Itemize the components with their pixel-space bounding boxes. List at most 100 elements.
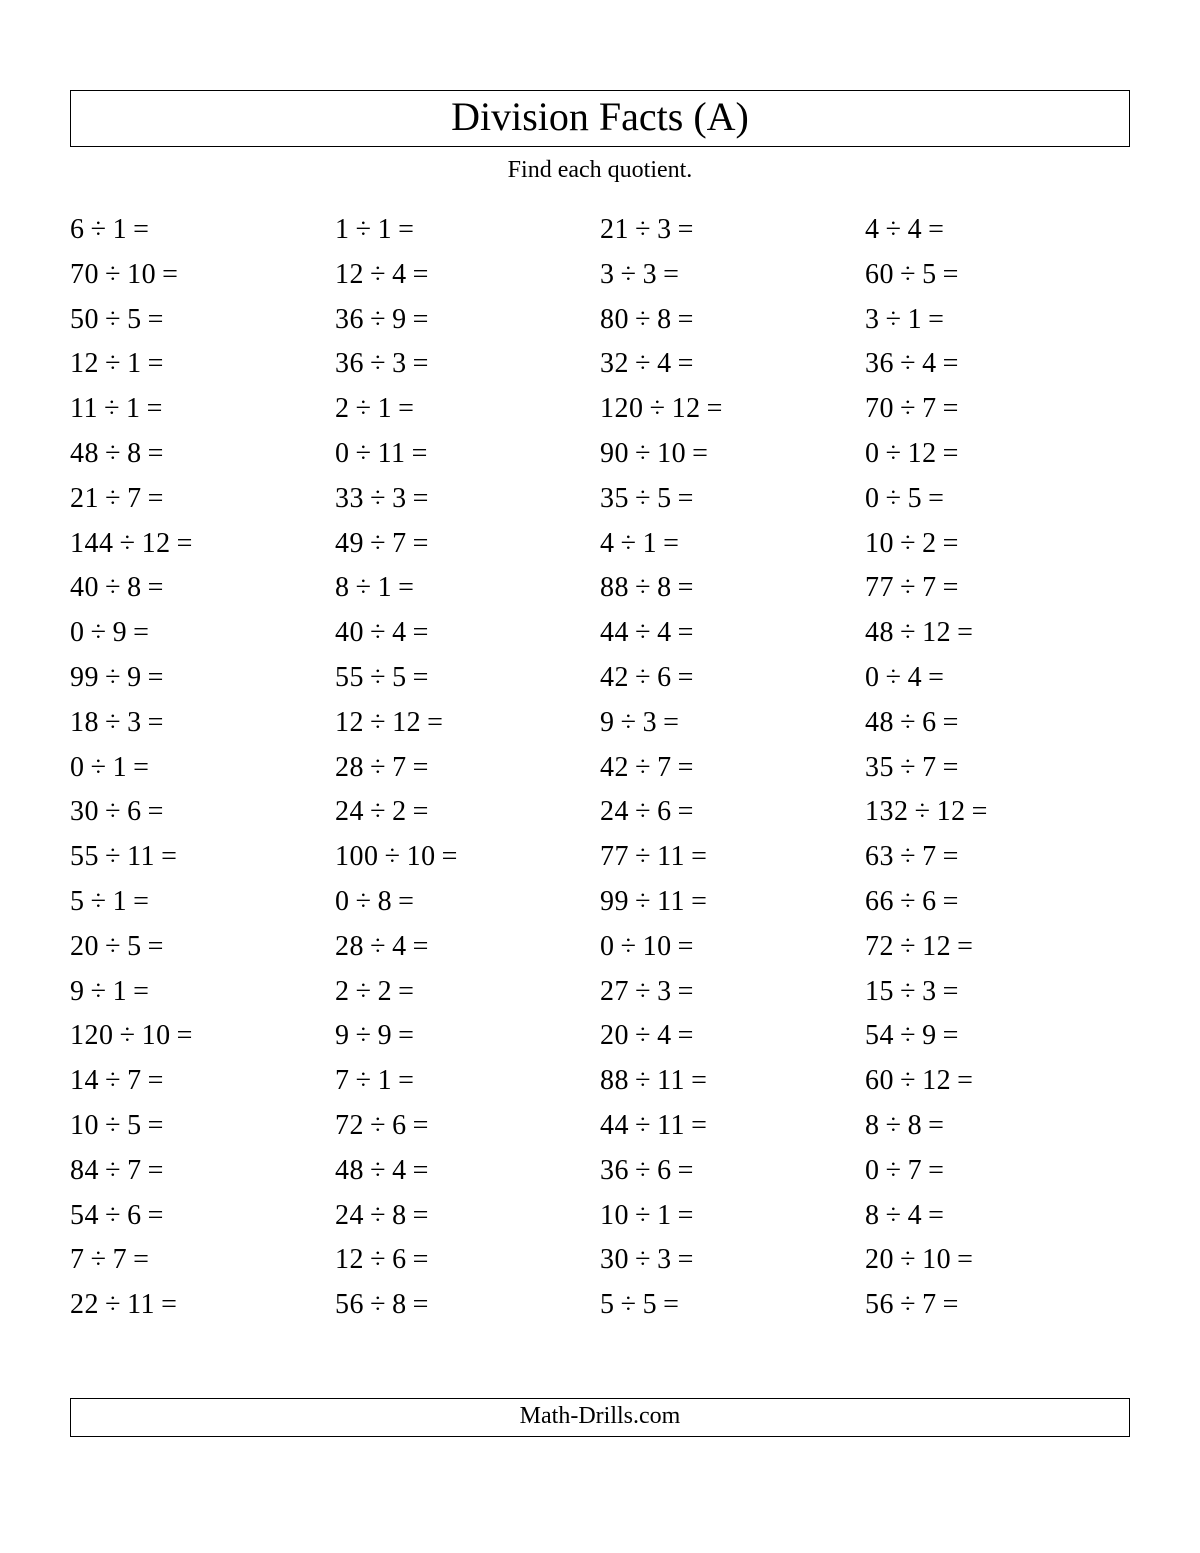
problem: 35 ÷ 5 = xyxy=(600,477,865,522)
problems-column: 6 ÷ 1 =70 ÷ 10 =50 ÷ 5 =12 ÷ 1 =11 ÷ 1 =… xyxy=(70,208,335,1328)
problem: 6 ÷ 1 = xyxy=(70,208,335,253)
problem: 36 ÷ 9 = xyxy=(335,298,600,343)
page-title: Division Facts (A) xyxy=(451,94,749,139)
problems-column: 4 ÷ 4 =60 ÷ 5 =3 ÷ 1 =36 ÷ 4 =70 ÷ 7 =0 … xyxy=(865,208,1130,1328)
footer-text: Math-Drills.com xyxy=(520,1403,681,1429)
title-box: Division Facts (A) xyxy=(70,90,1130,147)
problem: 70 ÷ 7 = xyxy=(865,387,1130,432)
problem: 77 ÷ 11 = xyxy=(600,835,865,880)
problem: 21 ÷ 3 = xyxy=(600,208,865,253)
problem: 10 ÷ 1 = xyxy=(600,1194,865,1239)
problem: 88 ÷ 8 = xyxy=(600,566,865,611)
problem: 77 ÷ 7 = xyxy=(865,566,1130,611)
problem: 90 ÷ 10 = xyxy=(600,432,865,477)
problem: 80 ÷ 8 = xyxy=(600,298,865,343)
problem: 40 ÷ 8 = xyxy=(70,566,335,611)
problem: 10 ÷ 5 = xyxy=(70,1104,335,1149)
problem: 144 ÷ 12 = xyxy=(70,522,335,567)
problem: 36 ÷ 4 = xyxy=(865,342,1130,387)
problem: 30 ÷ 3 = xyxy=(600,1238,865,1283)
problem: 42 ÷ 6 = xyxy=(600,656,865,701)
problem: 49 ÷ 7 = xyxy=(335,522,600,567)
problem: 56 ÷ 7 = xyxy=(865,1283,1130,1328)
problem: 12 ÷ 6 = xyxy=(335,1238,600,1283)
problem: 24 ÷ 2 = xyxy=(335,790,600,835)
problem: 56 ÷ 8 = xyxy=(335,1283,600,1328)
problem: 3 ÷ 3 = xyxy=(600,253,865,298)
problem: 88 ÷ 11 = xyxy=(600,1059,865,1104)
problem: 9 ÷ 3 = xyxy=(600,701,865,746)
problem: 9 ÷ 9 = xyxy=(335,1014,600,1059)
problem: 60 ÷ 5 = xyxy=(865,253,1130,298)
problems-grid: 6 ÷ 1 =70 ÷ 10 =50 ÷ 5 =12 ÷ 1 =11 ÷ 1 =… xyxy=(70,208,1130,1328)
problem: 66 ÷ 6 = xyxy=(865,880,1130,925)
problem: 48 ÷ 8 = xyxy=(70,432,335,477)
problem: 40 ÷ 4 = xyxy=(335,611,600,656)
problem: 20 ÷ 4 = xyxy=(600,1014,865,1059)
footer-box: Math-Drills.com xyxy=(70,1398,1130,1437)
problem: 0 ÷ 11 = xyxy=(335,432,600,477)
problem: 42 ÷ 7 = xyxy=(600,746,865,791)
problem: 132 ÷ 12 = xyxy=(865,790,1130,835)
problem: 5 ÷ 1 = xyxy=(70,880,335,925)
problem: 28 ÷ 4 = xyxy=(335,925,600,970)
problem: 0 ÷ 5 = xyxy=(865,477,1130,522)
worksheet-page: Division Facts (A) Find each quotient. 6… xyxy=(0,0,1200,1477)
problem: 30 ÷ 6 = xyxy=(70,790,335,835)
problem: 12 ÷ 12 = xyxy=(335,701,600,746)
problem: 10 ÷ 2 = xyxy=(865,522,1130,567)
problem: 21 ÷ 7 = xyxy=(70,477,335,522)
problem: 27 ÷ 3 = xyxy=(600,970,865,1015)
problem: 8 ÷ 8 = xyxy=(865,1104,1130,1149)
problem: 55 ÷ 11 = xyxy=(70,835,335,880)
problem: 9 ÷ 1 = xyxy=(70,970,335,1015)
problem: 48 ÷ 12 = xyxy=(865,611,1130,656)
problem: 18 ÷ 3 = xyxy=(70,701,335,746)
problem: 20 ÷ 5 = xyxy=(70,925,335,970)
problem: 20 ÷ 10 = xyxy=(865,1238,1130,1283)
problem: 50 ÷ 5 = xyxy=(70,298,335,343)
problem: 5 ÷ 5 = xyxy=(600,1283,865,1328)
problem: 7 ÷ 7 = xyxy=(70,1238,335,1283)
problem: 48 ÷ 6 = xyxy=(865,701,1130,746)
problem: 44 ÷ 11 = xyxy=(600,1104,865,1149)
problem: 48 ÷ 4 = xyxy=(335,1149,600,1194)
problem: 72 ÷ 12 = xyxy=(865,925,1130,970)
problem: 33 ÷ 3 = xyxy=(335,477,600,522)
problem: 99 ÷ 9 = xyxy=(70,656,335,701)
problem: 72 ÷ 6 = xyxy=(335,1104,600,1149)
problem: 8 ÷ 1 = xyxy=(335,566,600,611)
problem: 44 ÷ 4 = xyxy=(600,611,865,656)
problem: 0 ÷ 7 = xyxy=(865,1149,1130,1194)
problem: 2 ÷ 2 = xyxy=(335,970,600,1015)
problem: 35 ÷ 7 = xyxy=(865,746,1130,791)
problem: 0 ÷ 4 = xyxy=(865,656,1130,701)
problems-column: 21 ÷ 3 =3 ÷ 3 =80 ÷ 8 =32 ÷ 4 =120 ÷ 12 … xyxy=(600,208,865,1328)
problem: 12 ÷ 4 = xyxy=(335,253,600,298)
problem: 120 ÷ 10 = xyxy=(70,1014,335,1059)
problem: 0 ÷ 12 = xyxy=(865,432,1130,477)
problem: 15 ÷ 3 = xyxy=(865,970,1130,1015)
problem: 120 ÷ 12 = xyxy=(600,387,865,432)
problem: 63 ÷ 7 = xyxy=(865,835,1130,880)
problem: 100 ÷ 10 = xyxy=(335,835,600,880)
problem: 84 ÷ 7 = xyxy=(70,1149,335,1194)
problem: 4 ÷ 1 = xyxy=(600,522,865,567)
problem: 12 ÷ 1 = xyxy=(70,342,335,387)
problem: 54 ÷ 9 = xyxy=(865,1014,1130,1059)
problem: 14 ÷ 7 = xyxy=(70,1059,335,1104)
problem: 99 ÷ 11 = xyxy=(600,880,865,925)
problem: 70 ÷ 10 = xyxy=(70,253,335,298)
problem: 24 ÷ 8 = xyxy=(335,1194,600,1239)
problem: 55 ÷ 5 = xyxy=(335,656,600,701)
problem: 36 ÷ 3 = xyxy=(335,342,600,387)
problem: 4 ÷ 4 = xyxy=(865,208,1130,253)
problem: 28 ÷ 7 = xyxy=(335,746,600,791)
problem: 3 ÷ 1 = xyxy=(865,298,1130,343)
problem: 24 ÷ 6 = xyxy=(600,790,865,835)
subtitle: Find each quotient. xyxy=(70,157,1130,184)
problem: 2 ÷ 1 = xyxy=(335,387,600,432)
problem: 54 ÷ 6 = xyxy=(70,1194,335,1239)
problems-column: 1 ÷ 1 =12 ÷ 4 =36 ÷ 9 =36 ÷ 3 =2 ÷ 1 =0 … xyxy=(335,208,600,1328)
problem: 7 ÷ 1 = xyxy=(335,1059,600,1104)
